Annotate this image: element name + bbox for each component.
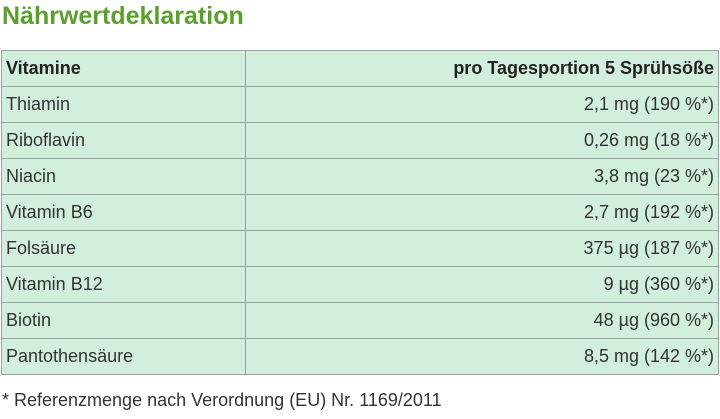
table-row: Vitamin B6 2,7 mg (192 %*)	[1, 194, 719, 231]
header-row: Vitamine pro Tagesportion 5 Sprühsöße	[1, 50, 719, 87]
vitamin-name: Pantothensäure	[1, 338, 246, 375]
vitamin-name: Vitamin B6	[1, 194, 246, 231]
nutrition-table: Vitamine pro Tagesportion 5 Sprühsöße Thi…	[1, 50, 719, 375]
amount: 3,8 mg (23 %*)	[245, 158, 719, 195]
amount: 8,5 mg (142 %*)	[245, 338, 719, 375]
vitamin-name: Niacin	[1, 158, 246, 195]
table-head: Vitamine pro Tagesportion 5 Sprühsöße	[1, 50, 719, 87]
amount: 48 µg (960 %*)	[245, 302, 719, 339]
amount: 9 µg (360 %*)	[245, 266, 719, 303]
table-row: Niacin 3,8 mg (23 %*)	[1, 158, 719, 195]
amount: 0,26 mg (18 %*)	[245, 122, 719, 159]
column-header: Vitamine	[1, 50, 246, 87]
table-row: Riboflavin 0,26 mg (18 %*)	[1, 122, 719, 159]
vitamin-name: Riboflavin	[1, 122, 246, 159]
amount: 375 µg (187 %*)	[245, 230, 719, 267]
vitamin-name: Folsäure	[1, 230, 246, 267]
table-row: Biotin 48 µg (960 %*)	[1, 302, 719, 339]
vitamin-name: Vitamin B12	[1, 266, 246, 303]
amount: 2,1 mg (190 %*)	[245, 86, 719, 123]
amount: 2,7 mg (192 %*)	[245, 194, 719, 231]
footnote: * Referenzmenge nach Verordnung (EU) Nr.…	[2, 390, 442, 410]
table-row: Pantothensäure 8,5 mg (142 %*)	[1, 338, 719, 375]
table-row: Vitamin B12 9 µg (360 %*)	[1, 266, 719, 303]
column-header: pro Tagesportion 5 Sprühsöße	[245, 50, 719, 87]
table-row: Folsäure 375 µg (187 %*)	[1, 230, 719, 267]
vitamin-name: Biotin	[1, 302, 246, 339]
table-row: Thiamin 2,1 mg (190 %*)	[1, 86, 719, 123]
vitamin-name: Thiamin	[1, 86, 246, 123]
title: Nährwertdeklaration	[2, 2, 244, 30]
table-body: Thiamin 2,1 mg (190 %*) Riboflavin 0,26 mg …	[1, 86, 719, 375]
